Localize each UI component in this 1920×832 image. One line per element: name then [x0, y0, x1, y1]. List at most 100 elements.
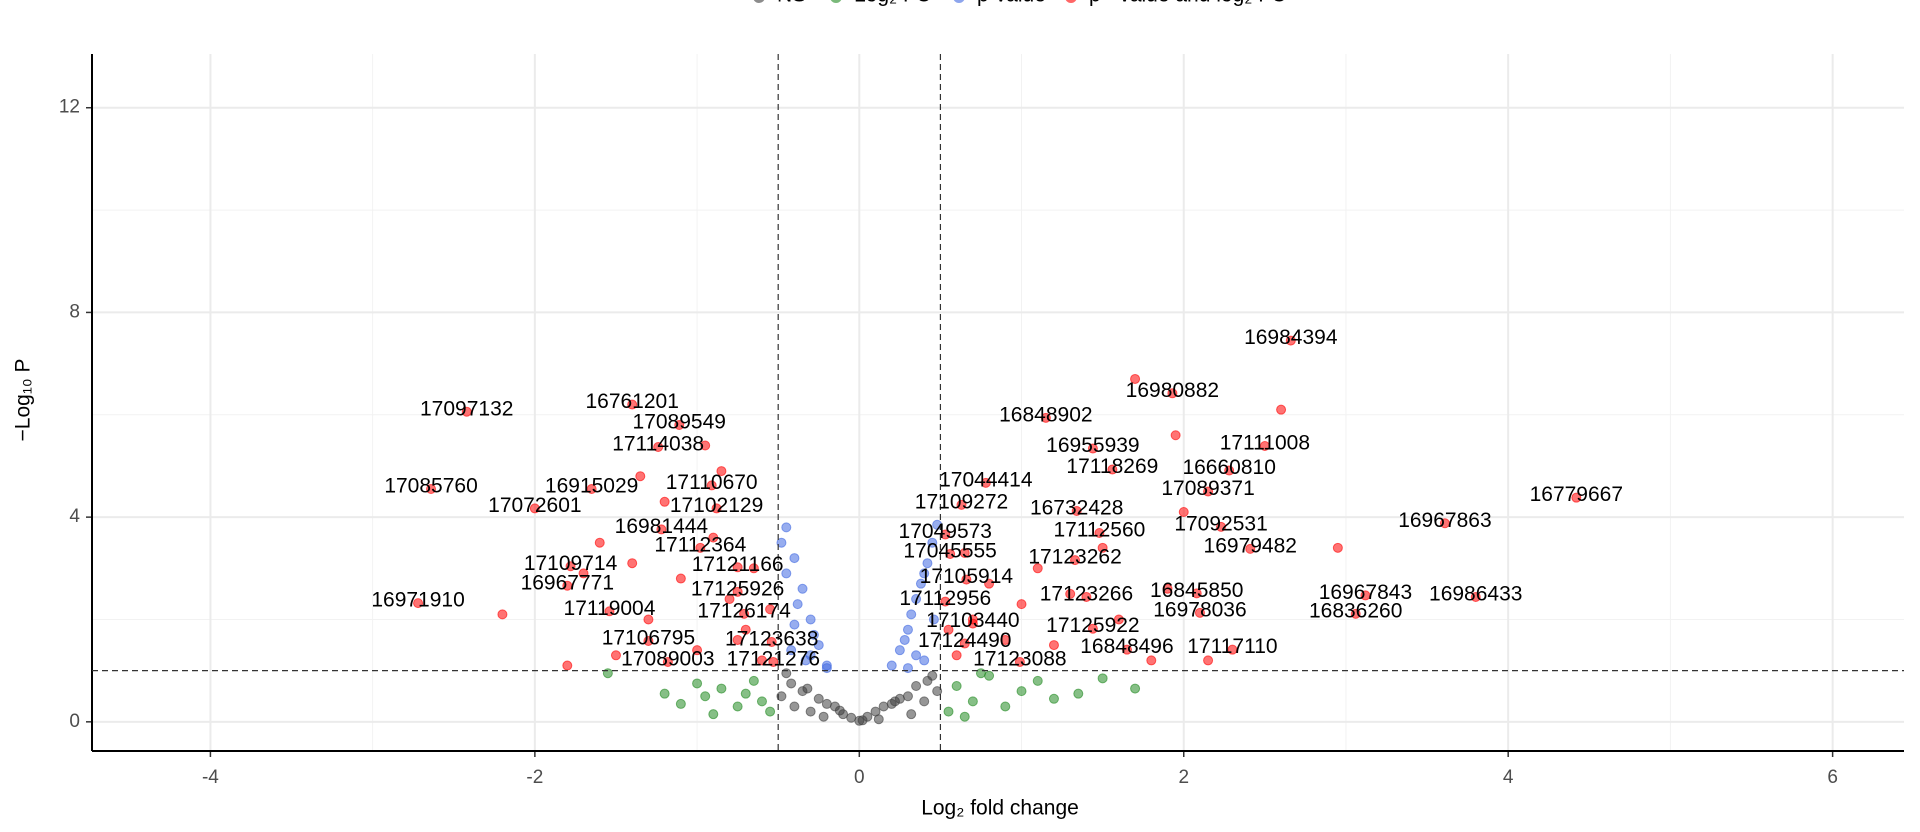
point [732, 634, 743, 645]
point-label: 17121166 [692, 553, 784, 576]
point [692, 678, 703, 689]
point-label: 17072601 [488, 494, 581, 517]
point [739, 608, 750, 619]
point-label: 17102129 [670, 494, 763, 517]
legend-swatch [753, 0, 765, 3]
point-label: 17089003 [621, 648, 714, 671]
point-label: 17125926 [691, 577, 784, 600]
point [1224, 465, 1235, 476]
point [984, 578, 995, 589]
legend-label: p - value and log₂ FC [1089, 0, 1286, 7]
point [1070, 555, 1081, 566]
point-label: 17126174 [697, 599, 791, 622]
point-label: 17112364 [654, 533, 746, 556]
point [529, 503, 540, 514]
point [732, 562, 743, 573]
point [813, 640, 824, 651]
point [906, 609, 917, 620]
point [708, 532, 719, 543]
point [1332, 542, 1343, 553]
point [594, 537, 605, 548]
point [776, 691, 787, 702]
point [1439, 518, 1450, 529]
point [873, 714, 884, 725]
point [692, 645, 703, 656]
point [1216, 521, 1227, 532]
point [1016, 686, 1027, 697]
point [765, 604, 776, 615]
point-label: 17097132 [420, 397, 513, 420]
point [1285, 335, 1296, 346]
point [1170, 430, 1181, 441]
point [1167, 388, 1178, 399]
point [1107, 464, 1118, 475]
point [915, 578, 926, 589]
y-tick-label: 4 [69, 506, 80, 527]
point [1097, 673, 1108, 684]
point [1259, 440, 1270, 451]
point [899, 634, 910, 645]
point [922, 558, 933, 569]
point-label: 17123088 [973, 648, 1066, 671]
point [627, 558, 638, 569]
point [586, 483, 597, 494]
point [1000, 634, 1011, 645]
point-label: 16984394 [1244, 326, 1338, 349]
x-tick-label: 4 [1503, 767, 1514, 788]
point [740, 688, 751, 699]
point [1191, 588, 1202, 599]
point [497, 609, 508, 620]
point [781, 522, 792, 533]
point [765, 706, 776, 717]
point-label: 16980882 [1126, 379, 1219, 402]
point [980, 477, 991, 488]
point [1360, 590, 1371, 601]
point [808, 629, 819, 640]
point [805, 706, 816, 717]
point [716, 683, 727, 694]
point [1121, 644, 1132, 655]
point [1032, 563, 1043, 574]
point-label: 17103440 [926, 609, 1019, 632]
point [1014, 656, 1025, 667]
point [675, 698, 686, 709]
point [789, 701, 800, 712]
point [818, 711, 829, 722]
point [889, 696, 900, 707]
point-label: 17123262 [1028, 546, 1121, 569]
legend-label: p-value [977, 0, 1046, 7]
point [919, 655, 930, 666]
point-label: 17123638 [725, 628, 818, 651]
point [902, 691, 913, 702]
point [967, 614, 978, 625]
point [797, 583, 808, 594]
point [932, 686, 943, 697]
point [1113, 614, 1124, 625]
point-label: 16967843 [1319, 581, 1412, 604]
point [834, 705, 845, 716]
point [1227, 644, 1238, 655]
point [656, 524, 667, 535]
point [562, 580, 573, 591]
point-label: 17049573 [899, 520, 992, 543]
point-label: 17106795 [602, 627, 695, 650]
point-label: 17117110 [1187, 635, 1277, 658]
point-label: 16660810 [1182, 456, 1275, 479]
point [961, 574, 972, 585]
point [708, 709, 719, 720]
point [959, 638, 970, 649]
point [956, 499, 967, 510]
point [1032, 675, 1043, 686]
point-label: 17121276 [727, 648, 820, 671]
point [706, 480, 717, 491]
point-label: 16979482 [1204, 534, 1297, 557]
point [928, 614, 939, 625]
point [1245, 543, 1256, 554]
point-label: 16978036 [1153, 598, 1246, 621]
point-label: 17089371 [1161, 477, 1254, 500]
point-label: 16955939 [1046, 434, 1139, 457]
point [756, 696, 767, 707]
point [1087, 623, 1098, 634]
point [740, 624, 751, 635]
point [675, 573, 686, 584]
